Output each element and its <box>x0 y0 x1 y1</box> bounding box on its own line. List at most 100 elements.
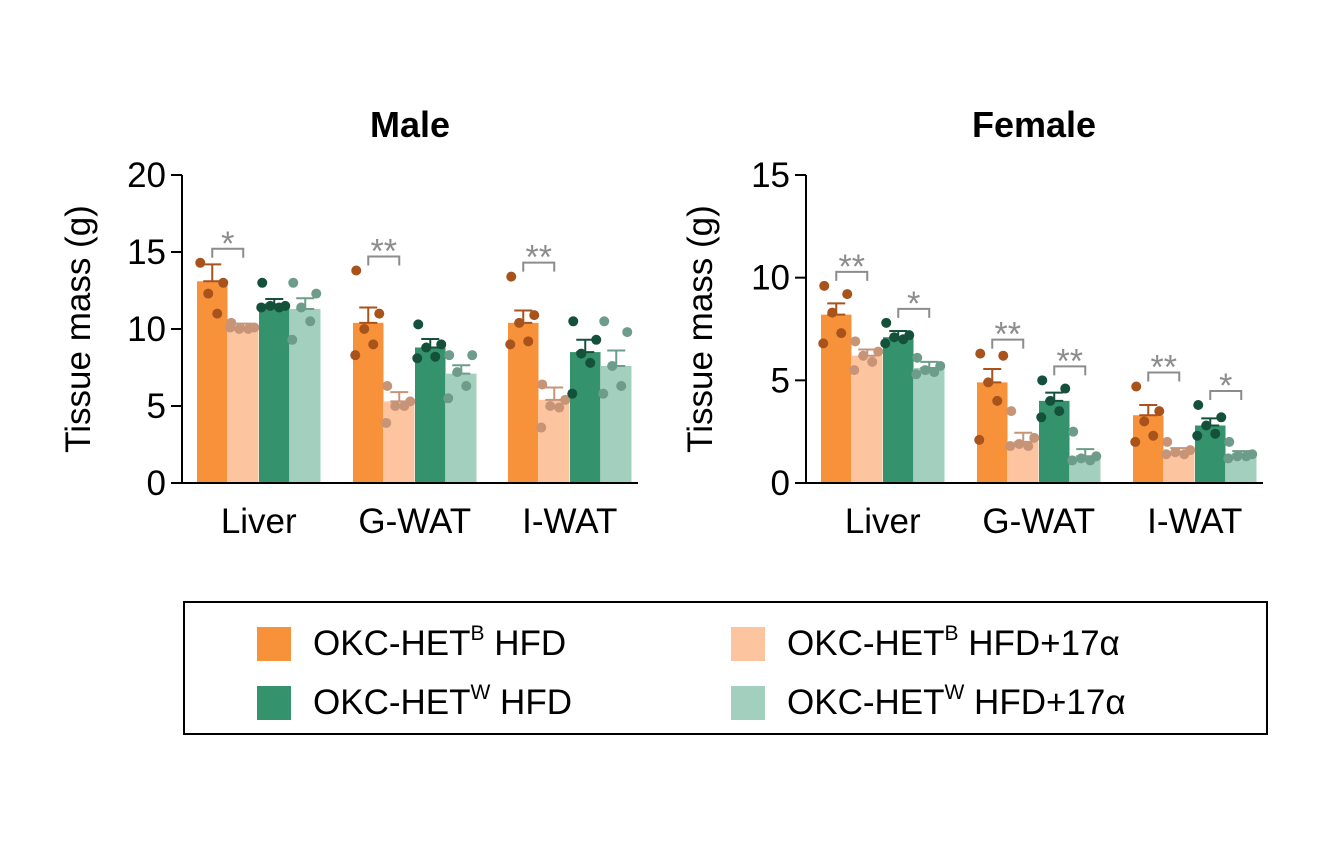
chart-title: Female <box>972 104 1096 145</box>
data-point <box>1162 436 1173 447</box>
significance-bracket <box>211 247 245 258</box>
data-point <box>1216 412 1227 423</box>
significance-label: ** <box>839 248 865 286</box>
data-point <box>514 317 525 328</box>
legend-item-b-hfd-17a: OKC-HETB HFD+17α <box>731 623 1120 664</box>
significance-bracket <box>367 255 401 266</box>
data-point <box>1067 455 1078 466</box>
data-point <box>443 393 454 404</box>
data-point <box>287 334 298 345</box>
data-point <box>265 300 276 311</box>
data-point <box>1170 447 1181 458</box>
x-category-label: I-WAT <box>522 502 617 541</box>
data-point <box>368 339 379 350</box>
bar-b_hfd-i-wat <box>508 322 539 483</box>
x-category-label: G-WAT <box>358 502 471 541</box>
significance-bracket <box>897 307 931 318</box>
data-point <box>505 339 516 350</box>
data-point <box>983 377 994 388</box>
data-point <box>256 302 267 313</box>
data-point <box>998 350 1009 361</box>
bar-b_hfd-liver <box>197 281 228 483</box>
data-point <box>568 316 579 327</box>
data-point <box>359 324 370 334</box>
x-category-label: I-WAT <box>1147 502 1242 541</box>
data-point <box>1045 395 1056 406</box>
data-point <box>1037 375 1048 386</box>
data-point <box>992 395 1003 406</box>
legend-swatch-b-hfd <box>257 627 291 661</box>
data-point <box>819 280 830 291</box>
data-point <box>1210 428 1221 439</box>
data-point <box>554 402 565 413</box>
data-point <box>912 352 923 363</box>
data-point <box>1054 406 1065 417</box>
significance-label: * <box>1219 367 1232 405</box>
female-panel: 0 5 10 15 Liver G-WAT I-WAT Female Tissue mass (… <box>681 104 1263 541</box>
bar-b_hfd_17a-liver <box>228 327 259 483</box>
data-point <box>529 310 540 321</box>
data-point <box>1148 430 1159 441</box>
data-point <box>1005 441 1016 452</box>
data-point <box>382 380 393 391</box>
data-point <box>974 434 985 445</box>
data-point <box>444 350 455 361</box>
significance-bracket <box>522 261 556 272</box>
data-point <box>599 316 610 327</box>
data-point <box>421 342 432 353</box>
data-point <box>257 277 268 288</box>
data-point <box>351 265 362 276</box>
data-point <box>523 336 534 347</box>
chart-title: Male <box>370 104 450 145</box>
data-point <box>873 346 884 357</box>
data-point <box>849 365 860 376</box>
data-point <box>867 356 878 367</box>
data-point <box>598 388 609 399</box>
data-point <box>537 379 548 390</box>
data-point <box>858 350 869 361</box>
significance-label: * <box>907 285 920 323</box>
data-point <box>622 327 633 338</box>
data-point <box>452 367 463 378</box>
significance-label: * <box>221 225 234 263</box>
male-panel: 0 5 10 15 20 Liver G-WAT I-WAT Male Tissue mass (… <box>59 104 638 541</box>
data-point <box>880 338 891 349</box>
significance-label: ** <box>1151 348 1177 386</box>
y-tick-label: 15 <box>127 233 166 272</box>
data-point <box>436 339 447 350</box>
data-point <box>975 348 986 359</box>
data-point <box>430 351 441 362</box>
legend-label-b-hfd: OKC-HETB HFD <box>313 622 567 663</box>
significance-label: ** <box>526 239 552 277</box>
data-point <box>413 319 424 330</box>
significance-bracket <box>835 270 869 281</box>
legend-item-w-hfd-17a: OKC-HETW HFD+17α <box>731 682 1126 723</box>
significance-label: ** <box>995 316 1021 354</box>
data-point <box>1130 436 1141 447</box>
data-point <box>1068 426 1079 437</box>
data-point <box>1060 383 1071 394</box>
data-point <box>536 422 547 433</box>
y-tick-label: 10 <box>751 259 790 298</box>
data-point <box>1193 399 1204 410</box>
data-point <box>311 288 322 299</box>
data-point <box>560 394 571 405</box>
data-point <box>911 369 922 380</box>
legend-item-b-hfd: OKC-HETB HFD <box>257 622 567 664</box>
data-point <box>399 401 410 411</box>
data-point <box>576 348 587 359</box>
bar-b_hfd_17a-liver <box>852 355 883 483</box>
x-category-label: G-WAT <box>982 502 1095 541</box>
data-point <box>607 360 618 371</box>
data-point <box>218 277 229 288</box>
significance-label: ** <box>1057 342 1083 380</box>
bar-b_hfd_17a-g-wat <box>384 401 415 483</box>
data-point <box>212 308 223 319</box>
data-point <box>195 257 206 268</box>
data-point <box>1179 449 1190 460</box>
y-tick-label: 0 <box>147 464 166 503</box>
legend-item-w-hfd: OKC-HETW HFD <box>257 682 572 723</box>
data-point <box>929 367 940 378</box>
data-point <box>842 289 853 300</box>
